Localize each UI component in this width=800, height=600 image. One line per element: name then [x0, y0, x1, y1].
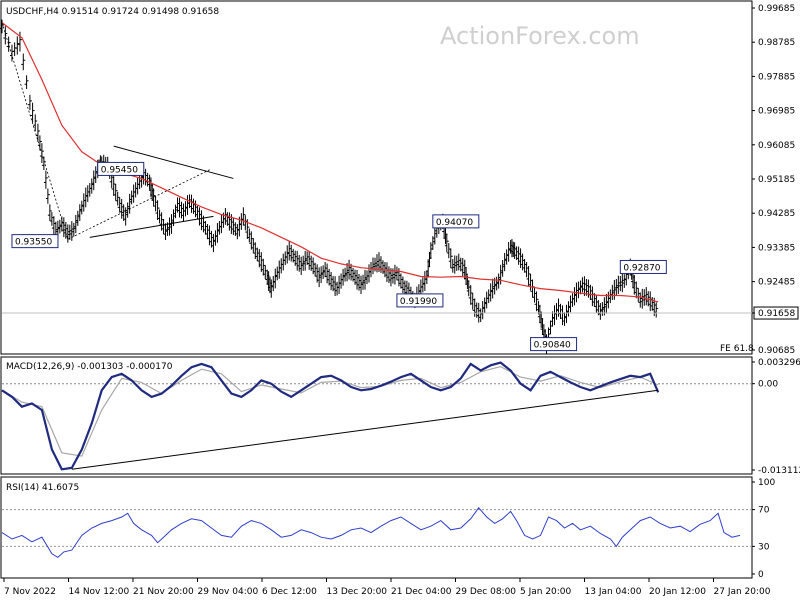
- fe-label: FE 61.8: [720, 344, 754, 354]
- annotation-label: 0.95450: [101, 165, 138, 175]
- x-tick: 27 Jan 20:00: [714, 587, 771, 597]
- rsi-layer: [1, 506, 752, 559]
- triangle-upper-line: [113, 145, 234, 179]
- macd-signal-line: [1, 365, 659, 457]
- price-title: USDCHF,H4 0.91514 0.91724 0.91498 0.9165…: [6, 7, 219, 17]
- triangle-lower-line: [89, 215, 214, 238]
- annotation-0: 0.95450: [97, 161, 145, 176]
- price-y-tick: 0.94285: [758, 209, 795, 219]
- price-panel-frame: [0, 0, 753, 355]
- axis-layer: 0.99685 0.98785 0.97885 0.96985 0.96085 0.951…: [3, 4, 800, 597]
- x-tick: 20 Jan 12:00: [649, 587, 706, 597]
- annotation-1: 0.93550: [11, 234, 59, 249]
- fib-dashed-line-1: [1, 22, 69, 240]
- price-y-tick: 0.92485: [758, 278, 795, 288]
- annotation-box: [97, 161, 145, 176]
- annotation-4: 0.92870: [619, 259, 667, 274]
- rsi-line: [1, 506, 741, 559]
- rsi-y-tick: 0: [758, 570, 764, 580]
- annotation-box: [11, 234, 59, 249]
- price-y-tick: 0.98785: [758, 38, 795, 48]
- macd-title: MACD(12,26,9) -0.001303 -0.000170: [6, 362, 173, 372]
- price-y-tick: 0.93385: [758, 243, 795, 253]
- price-y-tick: 0.96985: [758, 107, 795, 117]
- annotation-label: 0.90840: [534, 341, 571, 351]
- x-tick: 21 Nov 20:00: [133, 587, 194, 597]
- x-tick: 13 Dec 20:00: [327, 587, 388, 597]
- price-layer: 0.95450 0.93550 0.94070 0.91990 0.92870 0.908…: [0, 19, 752, 354]
- x-tick: 7 Nov 2022: [4, 587, 56, 597]
- price-y-tick: 0.96085: [758, 141, 795, 151]
- annotation-box: [396, 293, 444, 308]
- x-tick: 14 Nov 12:00: [69, 587, 130, 597]
- rsi-y-tick: 100: [758, 478, 775, 488]
- annotation-box: [530, 337, 578, 352]
- annotation-label: 0.91990: [400, 297, 437, 307]
- annotation-3: 0.91990: [396, 293, 444, 308]
- rsi-panel-frame: [0, 476, 753, 579]
- macd-layer: [1, 361, 752, 471]
- price-y-tick: 0.91658: [758, 309, 795, 319]
- x-tick: 21 Dec 04:00: [391, 587, 452, 597]
- x-tick: 6 Dec 12:00: [262, 587, 317, 597]
- annotation-2: 0.94070: [432, 214, 480, 229]
- x-tick: 29 Dec 08:00: [456, 587, 517, 597]
- macd-trendline: [71, 389, 659, 470]
- fib-dashed-line-2: [67, 168, 212, 240]
- x-tick: 13 Jan 04:00: [585, 587, 642, 597]
- price-y-tick: 0.90685: [758, 346, 795, 356]
- rsi-title: RSI(14) 41.6075: [6, 483, 79, 493]
- rsi-y-tick: 70: [758, 506, 770, 516]
- price-y-tick: 0.99685: [758, 4, 795, 14]
- annotation-label: 0.93550: [15, 238, 52, 248]
- annotation-5: 0.90840: [530, 337, 578, 352]
- macd-line: [1, 361, 660, 471]
- annotation-box: [432, 214, 480, 229]
- annotation-box: [619, 259, 667, 274]
- annotation-label: 0.92870: [623, 263, 660, 273]
- rsi-y-tick: 30: [758, 542, 770, 552]
- price-y-tick: 0.95185: [758, 175, 795, 185]
- macd-y-tick: 0.003296: [758, 358, 800, 368]
- macd-y-tick: -0.013112: [758, 466, 800, 476]
- macd-panel-frame: [0, 356, 753, 475]
- x-tick: 5 Jan 20:00: [520, 587, 572, 597]
- x-tick: 29 Nov 04:00: [198, 587, 259, 597]
- annotation-label: 0.94070: [436, 218, 473, 228]
- watermark: ActionForex.com: [440, 22, 640, 50]
- macd-y-tick: 0.00: [758, 380, 778, 390]
- price-y-tick: 0.97885: [758, 72, 795, 82]
